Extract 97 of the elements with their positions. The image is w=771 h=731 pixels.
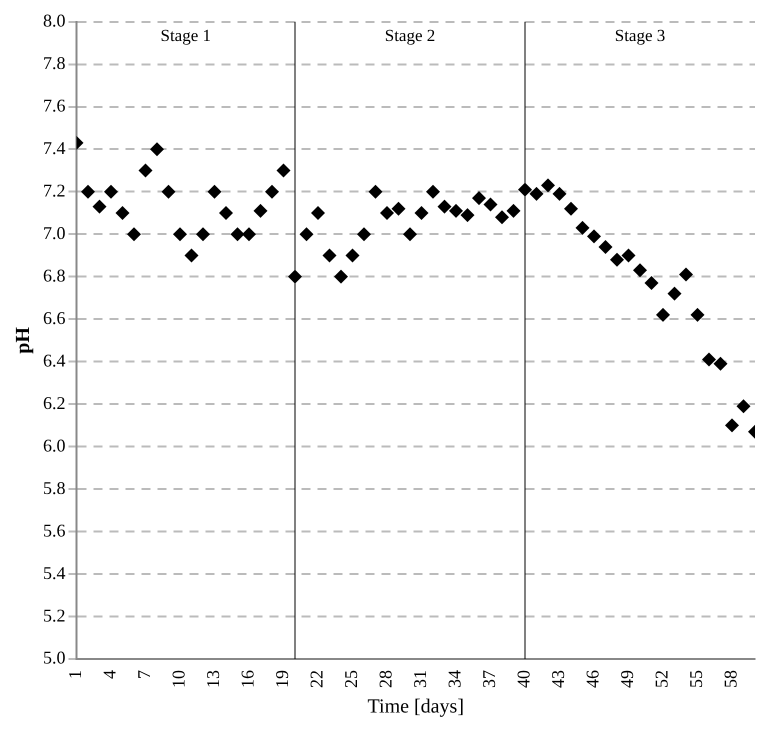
point bbox=[414, 206, 428, 220]
point bbox=[322, 248, 336, 262]
point bbox=[276, 163, 290, 178]
point bbox=[725, 418, 739, 432]
point bbox=[690, 308, 704, 322]
point bbox=[104, 184, 118, 199]
x-tick-label: 16 bbox=[238, 670, 258, 688]
point bbox=[368, 184, 382, 199]
y-tick-label: 7.8 bbox=[43, 53, 66, 74]
point bbox=[633, 263, 647, 278]
x-tick-label: 43 bbox=[548, 670, 568, 688]
point bbox=[219, 206, 233, 220]
point bbox=[196, 227, 210, 242]
y-tick-label: 7.4 bbox=[43, 138, 66, 158]
point bbox=[357, 227, 371, 242]
point bbox=[714, 356, 728, 371]
y-tick-label: 7.6 bbox=[43, 95, 66, 116]
annotation: Stage 2 bbox=[384, 26, 436, 45]
y-axis-title: pH bbox=[12, 326, 34, 354]
x-tick-label: 4 bbox=[100, 670, 120, 679]
point bbox=[403, 227, 417, 242]
x-tick-label: 1 bbox=[65, 670, 86, 679]
y-tick-label: 8.0 bbox=[43, 10, 66, 31]
annotation: Stage 3 bbox=[614, 26, 666, 45]
point bbox=[495, 210, 509, 224]
x-tick-label: 49 bbox=[617, 670, 638, 688]
point bbox=[230, 227, 244, 242]
x-tick-label: 40 bbox=[514, 670, 534, 688]
x-tick-label: 31 bbox=[410, 670, 430, 688]
x-tick-label: 28 bbox=[376, 670, 396, 688]
point bbox=[668, 286, 682, 301]
point bbox=[587, 229, 601, 244]
x-tick-label: 46 bbox=[582, 670, 603, 688]
point bbox=[242, 227, 256, 242]
point bbox=[644, 276, 658, 290]
point bbox=[92, 200, 106, 214]
point bbox=[576, 220, 590, 235]
point bbox=[552, 186, 566, 201]
point bbox=[311, 206, 325, 220]
y-tick-label: 7.2 bbox=[43, 180, 66, 200]
y-tick-label: 6.0 bbox=[43, 435, 66, 456]
point bbox=[334, 270, 348, 284]
y-tick-label: 5.4 bbox=[43, 562, 66, 583]
x-tick-label: 19 bbox=[272, 670, 292, 688]
y-tick-label: 5.2 bbox=[43, 605, 66, 626]
point bbox=[426, 184, 440, 199]
point bbox=[380, 206, 394, 220]
y-tick-label: 7.0 bbox=[43, 222, 66, 243]
point bbox=[564, 202, 578, 216]
point bbox=[506, 204, 520, 218]
point bbox=[449, 204, 463, 218]
point bbox=[150, 142, 164, 156]
point bbox=[265, 184, 279, 199]
y-tick-label: 5.6 bbox=[43, 520, 66, 540]
point bbox=[173, 227, 187, 242]
y-tick-label: 6.2 bbox=[43, 392, 66, 413]
x-tick-label: 25 bbox=[341, 670, 362, 688]
x-tick-label: 34 bbox=[444, 670, 465, 688]
y-tick-label: 6.8 bbox=[43, 265, 66, 286]
point bbox=[438, 200, 452, 214]
y-tick-label: 5.8 bbox=[43, 478, 66, 498]
point bbox=[610, 252, 624, 267]
x-tick-label: 22 bbox=[306, 670, 327, 688]
point bbox=[460, 208, 474, 222]
point bbox=[184, 248, 198, 262]
point bbox=[622, 248, 636, 262]
annotation: Stage 1 bbox=[160, 26, 212, 45]
x-tick-label: 52 bbox=[652, 670, 672, 688]
point bbox=[484, 197, 498, 212]
x-tick-label: 10 bbox=[168, 670, 189, 688]
point bbox=[116, 206, 130, 220]
point bbox=[346, 248, 360, 262]
point bbox=[300, 227, 314, 242]
point bbox=[208, 184, 222, 199]
x-tick-label: 13 bbox=[203, 670, 224, 688]
x-tick-label: 7 bbox=[134, 670, 154, 679]
point bbox=[530, 186, 544, 201]
point bbox=[162, 184, 176, 199]
point bbox=[472, 191, 486, 206]
x-tick-label: 55 bbox=[686, 670, 706, 688]
point bbox=[702, 352, 716, 367]
x-tick-label: 37 bbox=[479, 670, 500, 688]
point bbox=[254, 204, 268, 218]
point bbox=[656, 308, 670, 322]
y-tick-label: 5.0 bbox=[43, 648, 66, 668]
x-tick-label: 58 bbox=[720, 670, 741, 688]
point bbox=[127, 227, 141, 242]
y-tick-label: 6.4 bbox=[43, 350, 66, 370]
point bbox=[81, 184, 95, 199]
point bbox=[392, 202, 406, 216]
point bbox=[138, 163, 152, 178]
x-axis-title: Time [days] bbox=[368, 695, 464, 718]
point bbox=[541, 178, 555, 192]
point bbox=[679, 268, 693, 282]
y-tick-label: 6.6 bbox=[43, 308, 66, 328]
point bbox=[736, 399, 750, 414]
point bbox=[598, 240, 612, 254]
